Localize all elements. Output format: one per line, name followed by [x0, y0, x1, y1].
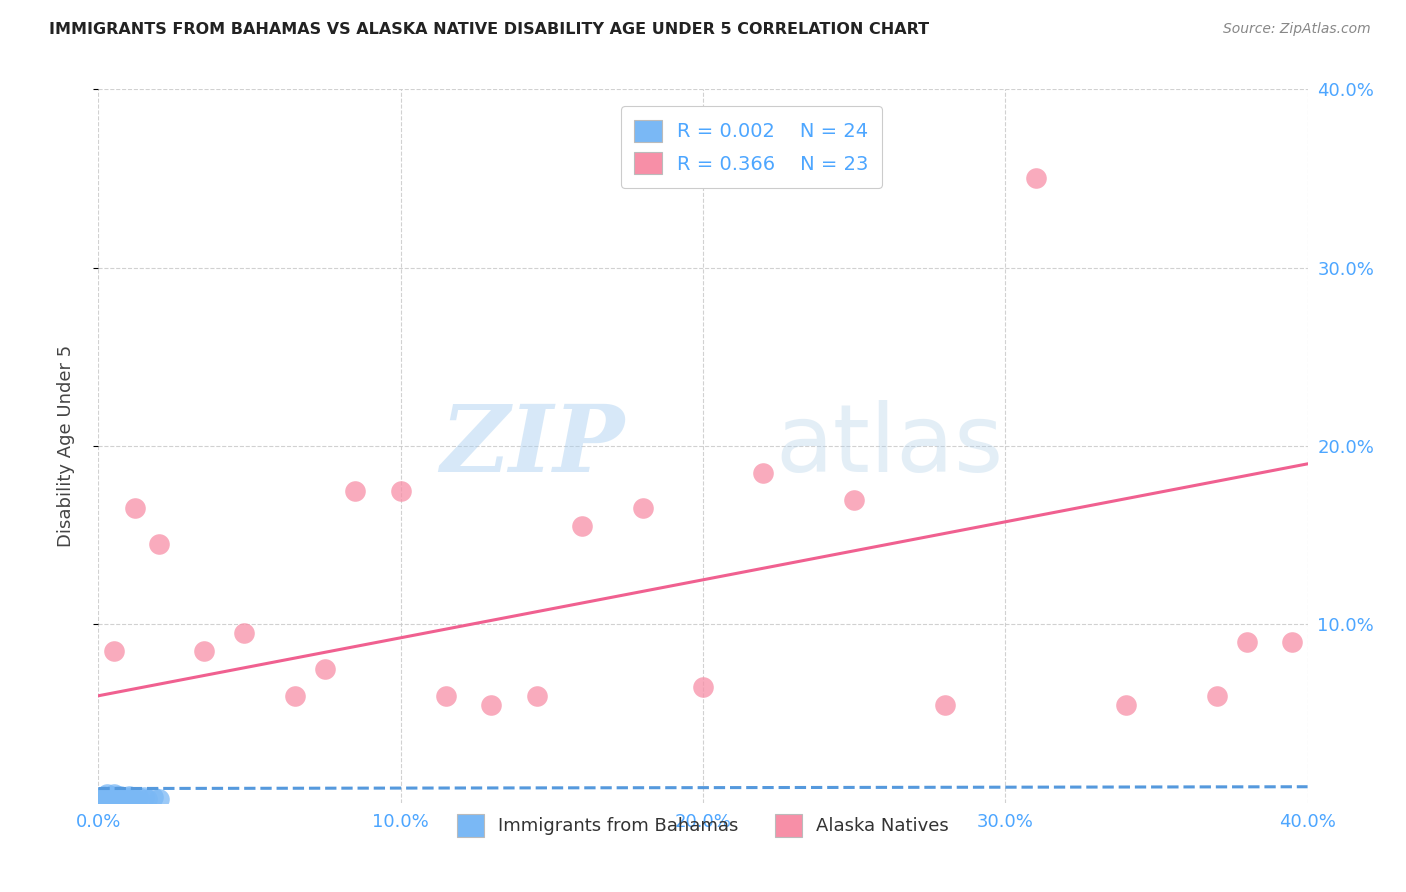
Point — [100, 789, 122, 803]
Point — [481, 698, 503, 712]
Point — [135, 792, 157, 806]
Point — [108, 789, 131, 803]
Point — [1115, 698, 1137, 712]
Point — [571, 519, 593, 533]
Point — [526, 689, 548, 703]
Y-axis label: Disability Age Under 5: Disability Age Under 5 — [56, 345, 75, 547]
Point — [232, 626, 254, 640]
Point — [1024, 171, 1046, 186]
Point — [105, 792, 128, 806]
Point — [752, 466, 775, 480]
Point — [934, 698, 956, 712]
Point — [142, 790, 165, 805]
Point — [111, 792, 134, 806]
Point — [96, 792, 118, 806]
Point — [93, 790, 115, 805]
Point — [103, 790, 125, 805]
Point — [314, 662, 336, 676]
Text: Source: ZipAtlas.com: Source: ZipAtlas.com — [1223, 22, 1371, 37]
Point — [114, 790, 136, 805]
Point — [124, 792, 146, 806]
Point — [105, 789, 128, 803]
Point — [127, 790, 149, 805]
Point — [118, 789, 141, 803]
Point — [389, 483, 412, 498]
Point — [284, 689, 307, 703]
Point — [1236, 635, 1258, 649]
Point — [108, 790, 131, 805]
Legend: Immigrants from Bahamas, Alaska Natives: Immigrants from Bahamas, Alaska Natives — [450, 807, 956, 844]
Point — [434, 689, 457, 703]
Point — [1206, 689, 1229, 703]
Point — [90, 790, 112, 805]
Text: atlas: atlas — [776, 400, 1004, 492]
Point — [118, 792, 141, 806]
Point — [844, 492, 866, 507]
Point — [692, 680, 714, 694]
Point — [103, 787, 125, 801]
Point — [148, 792, 170, 806]
Point — [103, 644, 125, 658]
Point — [148, 537, 170, 551]
Point — [121, 790, 143, 805]
Point — [344, 483, 367, 498]
Point — [132, 790, 155, 805]
Point — [193, 644, 215, 658]
Point — [1281, 635, 1303, 649]
Point — [93, 789, 115, 803]
Point — [631, 501, 654, 516]
Point — [100, 792, 122, 806]
Text: IMMIGRANTS FROM BAHAMAS VS ALASKA NATIVE DISABILITY AGE UNDER 5 CORRELATION CHAR: IMMIGRANTS FROM BAHAMAS VS ALASKA NATIVE… — [49, 22, 929, 37]
Point — [124, 501, 146, 516]
Text: ZIP: ZIP — [440, 401, 624, 491]
Point — [96, 787, 118, 801]
